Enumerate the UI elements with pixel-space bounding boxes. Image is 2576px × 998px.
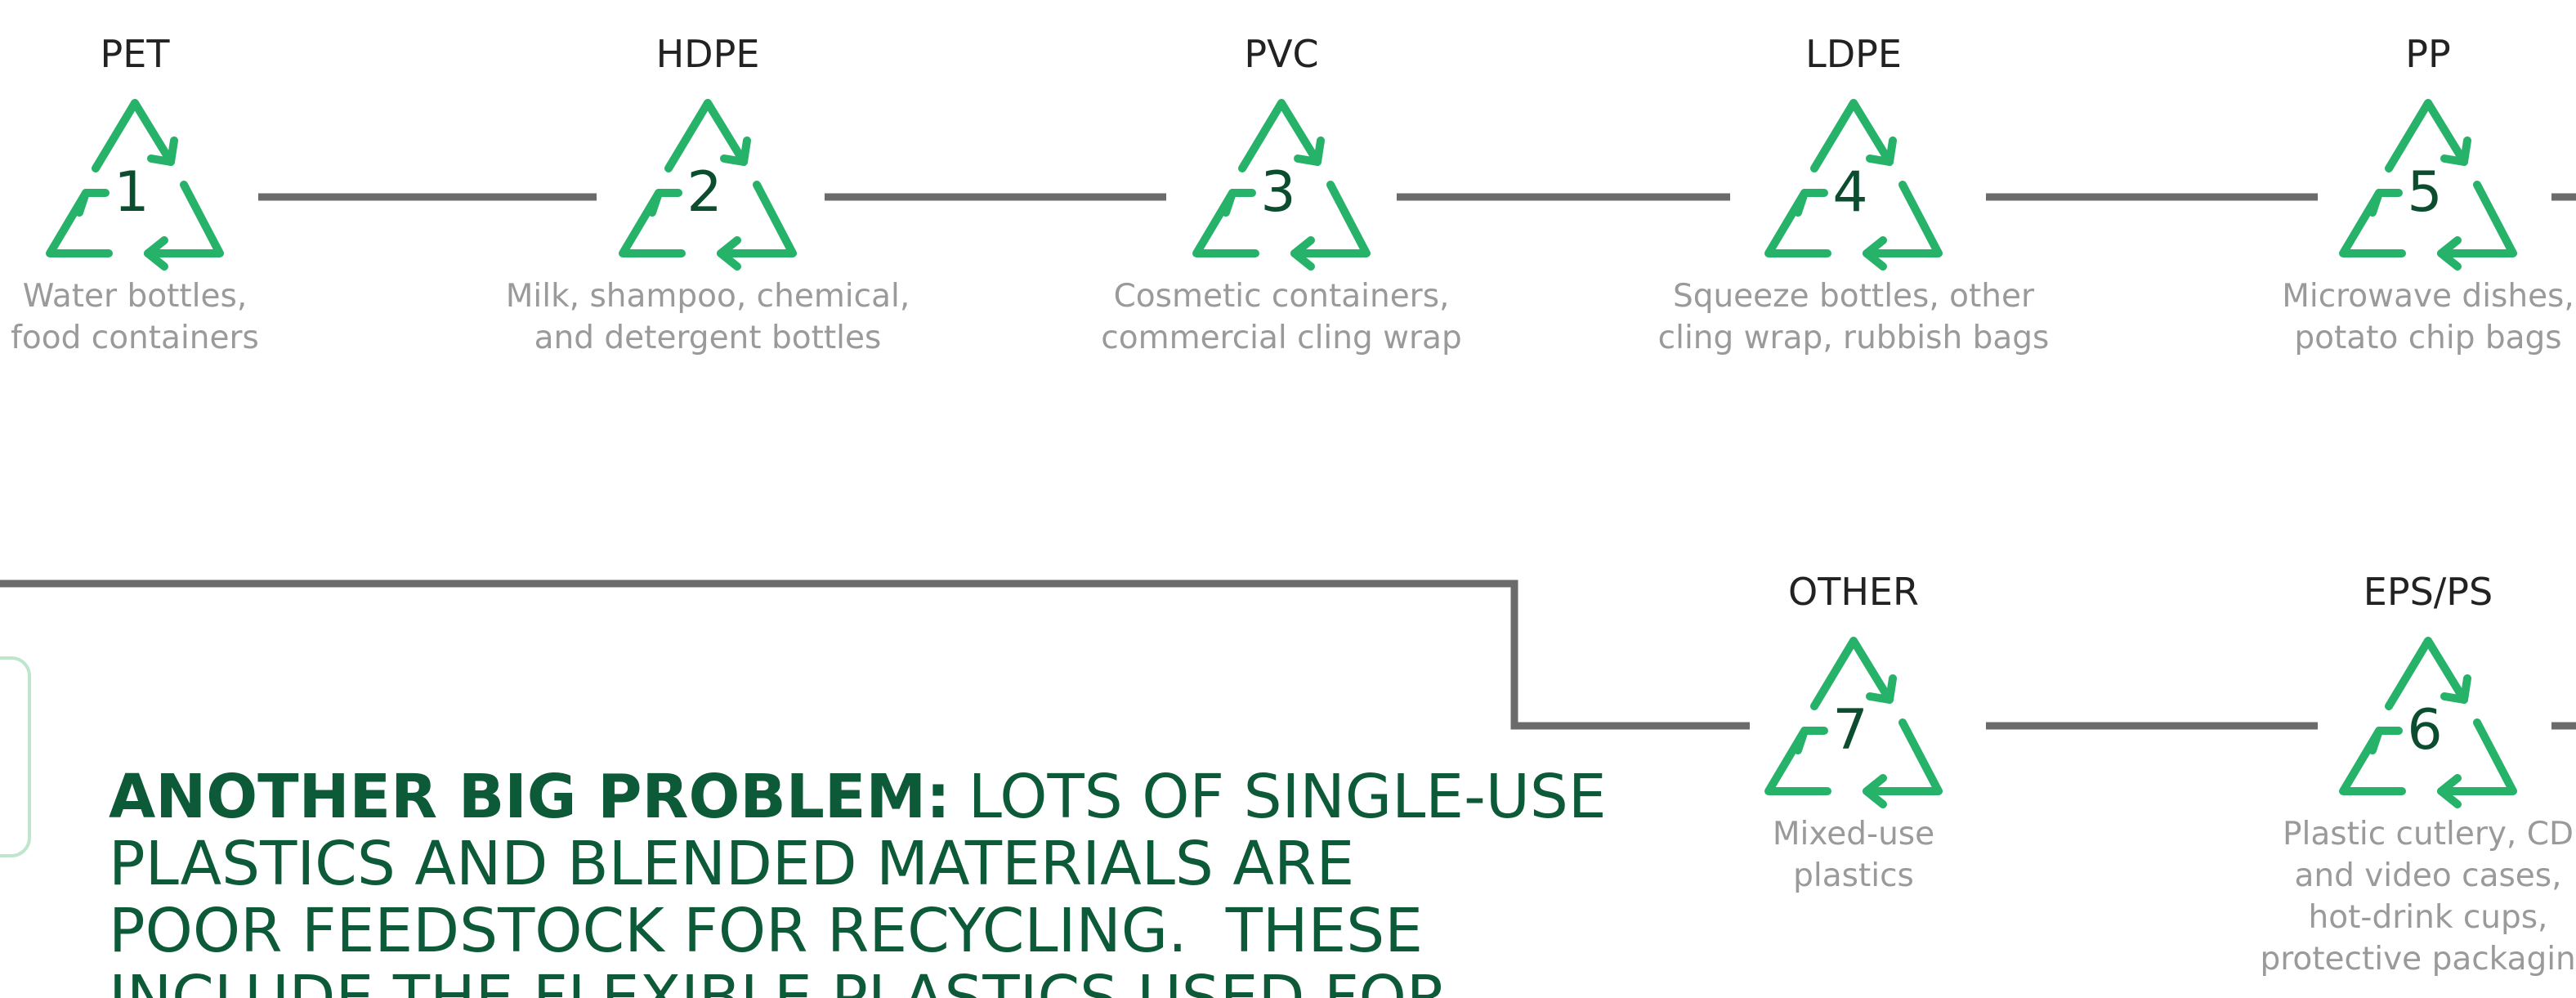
node-description: cling wrap, rubbish bags — [1658, 320, 2050, 356]
node-description: Milk, shampoo, chemical, — [506, 278, 910, 315]
plastic-node: EPS/PS 6 Plastic cutlery, CD and video case… — [2260, 570, 2576, 978]
node-number: 5 — [2407, 160, 2442, 225]
node-description: and detergent bottles — [534, 320, 882, 356]
node-description: Water bottles, — [23, 278, 247, 315]
plastic-node: PP 5 Microwave dishes, potato chip bags — [2282, 32, 2574, 356]
node-description: Microwave dishes, — [2282, 278, 2574, 315]
page: PET 1 Water bottles, food containers HDPE 2 Mi… — [0, 0, 2576, 998]
node-number: 6 — [2407, 698, 2442, 763]
node-label: OTHER — [1788, 570, 1919, 614]
cup-icon — [0, 658, 29, 856]
callout-line: POOR FEEDSTOCK FOR RECYCLING. THESE — [109, 896, 1423, 966]
node-number: 3 — [1260, 160, 1295, 225]
node-label: PET — [101, 32, 171, 76]
node-description: Plastic cutlery, CD — [2283, 816, 2574, 853]
node-description: Cosmetic containers, — [1114, 278, 1450, 315]
callout-line: LOTS OF SINGLE-USE — [968, 762, 1607, 832]
connector — [0, 584, 1750, 726]
node-description: plastics — [1793, 857, 1914, 894]
plastic-node: PET 1 Water bottles, food containers — [11, 32, 259, 356]
plastic-node: OTHER 7 Mixed-use plastics — [1769, 570, 1939, 894]
connectors — [0, 197, 2576, 726]
node-description: protective packaging — [2260, 941, 2576, 978]
node-description: potato chip bags — [2294, 320, 2561, 356]
node-number: 2 — [686, 160, 722, 225]
node-description: and video cases, — [2294, 857, 2561, 894]
node-description: hot-drink cups, — [2309, 899, 2548, 936]
callout-lead: ANOTHER BIG PROBLEM: — [109, 762, 950, 832]
node-description: commercial cling wrap — [1101, 320, 1461, 356]
node-label: HDPE — [656, 32, 760, 76]
node-number: 7 — [1832, 698, 1867, 763]
node-description: food containers — [11, 320, 259, 356]
diagram: PET 1 Water bottles, food containers HDPE 2 Mi… — [0, 0, 2576, 998]
node-number: 1 — [114, 160, 149, 225]
node-description: Squeeze bottles, other — [1673, 278, 2035, 315]
node-label: PP — [2405, 32, 2450, 76]
callout-line: INCLUDE THE FLEXIBLE PLASTICS USED FOR — [109, 963, 1448, 998]
callout-line: PLASTICS AND BLENDED MATERIALS ARE — [109, 829, 1354, 899]
node-label: EPS/PS — [2364, 570, 2493, 614]
node-label: LDPE — [1805, 32, 1902, 76]
node-number: 4 — [1832, 160, 1867, 225]
node-label: PVC — [1244, 32, 1318, 76]
node-description: Mixed-use — [1773, 816, 1934, 853]
